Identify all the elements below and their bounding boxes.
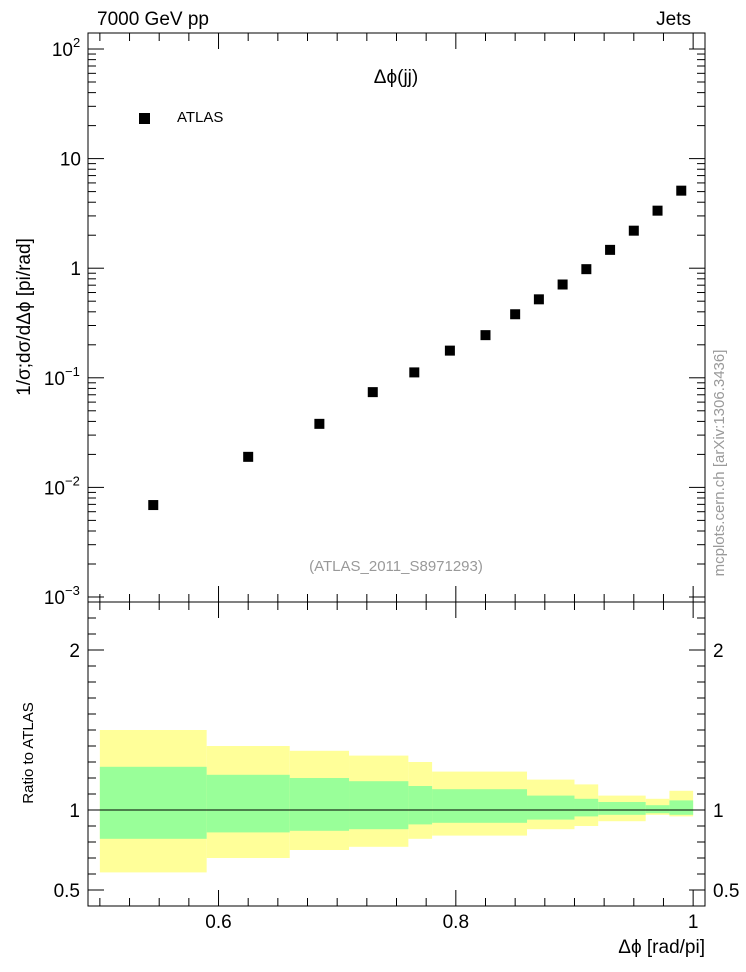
y-tick-label-exponent: −3: [65, 583, 80, 598]
main-y-axis-label: 1/σ;dσ/dΔϕ [pi/rad]: [14, 238, 35, 396]
analysis-id: (ATLAS_2011_S8971293): [309, 558, 483, 575]
data-point: [581, 264, 591, 274]
data-point: [368, 387, 378, 397]
ratio-band-bin: [408, 786, 432, 824]
header-left: 7000 GeV pp: [97, 9, 209, 30]
y-tick-label: 10: [60, 150, 81, 171]
ratio-y-tick-label: 0.5: [54, 881, 80, 902]
data-point: [605, 245, 615, 255]
ratio-band-bin: [527, 796, 574, 820]
x-tick-label: 0.8: [443, 912, 469, 933]
y-tick-label-exponent: −2: [65, 473, 80, 488]
y-tick-label-exponent: 2: [73, 35, 80, 50]
y-tick-label-exponent: −1: [65, 364, 80, 379]
ratio-band-bin: [349, 781, 408, 829]
header-right: Jets: [656, 9, 691, 30]
source-label: mcplots.cern.ch [arXiv:1306.3436]: [711, 350, 728, 577]
ratio-band-bin: [290, 778, 349, 831]
y-tick-label: 1: [70, 259, 81, 280]
ratio-y-tick-label: 1: [69, 801, 80, 822]
y-tick-label: 10: [44, 369, 65, 390]
data-point: [148, 500, 158, 510]
ratio-band-bin: [432, 789, 527, 823]
x-axis-label: Δϕ [rad/pi]: [618, 937, 705, 958]
data-point: [243, 452, 253, 462]
ratio-y-axis-label: Ratio to ATLAS: [20, 702, 37, 803]
ratio-panel: 2 2 1 1 0.5 0.5 0.6 0.8 1 Ratio to ATLAS Δϕ [rad…: [20, 602, 739, 958]
ratio-y-tick-label-right: 0.5: [713, 881, 739, 902]
data-point: [314, 419, 324, 429]
ratio-y-tick-label: 2: [69, 641, 80, 662]
data-point: [480, 330, 490, 340]
y-tick-label: 10: [52, 40, 73, 61]
ratio-y-tick-label-right: 1: [713, 801, 724, 822]
ratio-y-tick-label-right: 2: [713, 641, 724, 662]
ratio-band-bin: [100, 767, 207, 839]
x-tick-label: 1: [688, 912, 699, 933]
data-points: [148, 186, 686, 510]
ratio-band-bin: [574, 799, 598, 817]
ratio-band-bin: [646, 805, 670, 813]
y-tick-label: 10: [44, 588, 65, 609]
data-point: [676, 186, 686, 196]
main-y-ticks: [88, 49, 705, 597]
data-point: [629, 226, 639, 236]
data-point: [534, 294, 544, 304]
plot-title: Δϕ(jj): [374, 67, 418, 88]
data-point: [409, 367, 419, 377]
ratio-band-bin: [669, 800, 693, 814]
data-point: [558, 280, 568, 290]
legend-marker: [139, 113, 150, 124]
data-point: [510, 309, 520, 319]
legend-label: ATLAS: [177, 109, 223, 126]
y-tick-label: 10: [44, 478, 65, 499]
ratio-band-bin: [207, 775, 290, 833]
data-point: [445, 346, 455, 356]
ratio-bands: [100, 730, 693, 872]
x-tick-label: 0.6: [205, 912, 231, 933]
ratio-band-bin: [598, 802, 645, 815]
data-point: [653, 206, 663, 216]
